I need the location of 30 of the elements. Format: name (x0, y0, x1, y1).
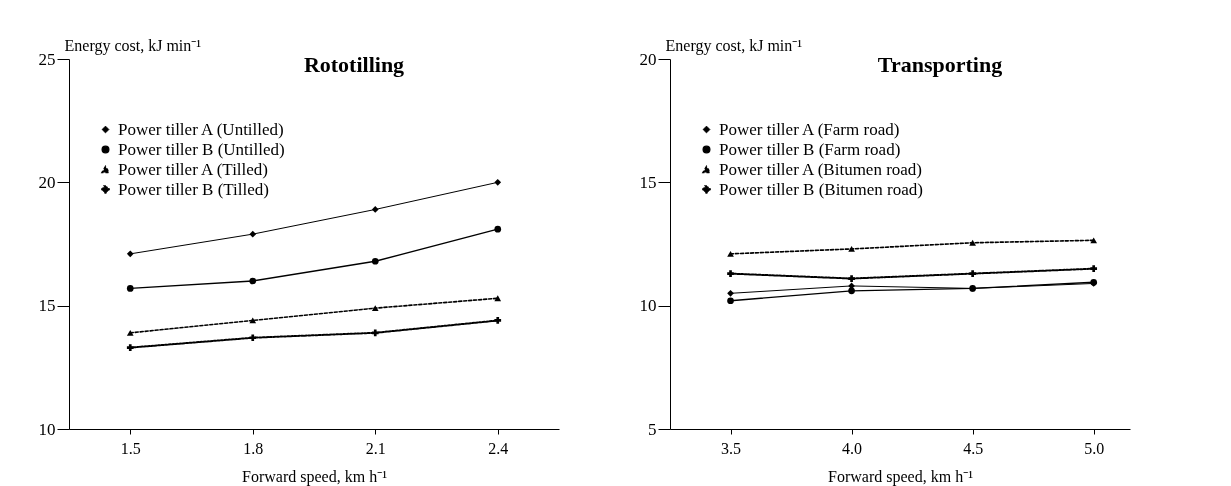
chart-title: Transporting (877, 52, 1003, 77)
y-tick-label: 5 (648, 419, 657, 439)
x-tick-label: 4.0 (842, 439, 863, 457)
y-tick-label: 25 (38, 49, 56, 69)
x-tick-label: 1.5 (120, 439, 141, 457)
x-tick-label: 2.1 (365, 439, 386, 457)
legend-label: Power tiller B (Bitumen road) (719, 179, 923, 199)
y-tick-label: 10 (38, 419, 56, 439)
y-tick-label: 15 (38, 296, 56, 316)
x-tick-label: 5.0 (1084, 439, 1105, 457)
x-tick-label: 2.4 (488, 439, 509, 457)
y-tick-label: 15 (639, 172, 657, 192)
x-tick-label: 3.5 (721, 439, 742, 457)
x-axis-title: Forward speed, km h⁻¹ (242, 467, 388, 486)
y-axis-title: Energy cost, kJ min⁻¹ (64, 36, 202, 55)
y-tick-label: 10 (639, 296, 657, 316)
legend-label: Power tiller B (Tilled) (118, 179, 269, 199)
legend-label: Power tiller A (Tilled) (118, 159, 269, 179)
y-tick-label: 20 (38, 172, 56, 192)
legend-label: Power tiller B (Untilled) (118, 139, 285, 159)
legend-label: Power tiller B (Farm road) (719, 139, 901, 159)
x-axis-title: Forward speed, km h⁻¹ (828, 467, 974, 486)
x-tick-label: 4.5 (963, 439, 984, 457)
legend-label: Power tiller A (Bitumen road) (719, 159, 923, 179)
legend-label: Power tiller A (Untilled) (118, 119, 284, 139)
x-tick-label: 1.8 (243, 439, 264, 457)
y-tick-label: 20 (639, 49, 657, 69)
chart-title: Rototilling (303, 52, 405, 77)
legend-label: Power tiller A (Farm road) (719, 119, 900, 139)
y-axis-title: Energy cost, kJ min⁻¹ (665, 36, 803, 55)
